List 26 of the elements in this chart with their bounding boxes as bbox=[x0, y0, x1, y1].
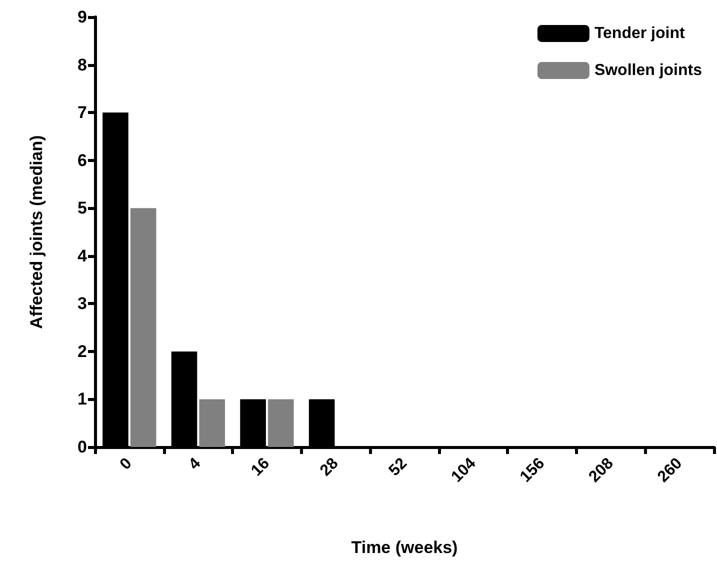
y-tick-label: 0 bbox=[78, 438, 87, 456]
bar bbox=[199, 399, 225, 447]
x-tick-label: 156 bbox=[517, 454, 548, 486]
x-tick-label: 4 bbox=[186, 454, 204, 474]
y-tick-label: 6 bbox=[78, 150, 87, 170]
x-tick-label: 28 bbox=[317, 454, 342, 480]
y-tick-label: 5 bbox=[78, 198, 87, 218]
y-tick-label: 3 bbox=[78, 294, 87, 314]
bar bbox=[268, 399, 294, 447]
x-tick-label: 0 bbox=[117, 454, 136, 474]
x-tick-label: 260 bbox=[654, 454, 686, 486]
y-tick-label: 7 bbox=[78, 103, 87, 122]
x-tick-label: 208 bbox=[586, 454, 617, 486]
x-tick-label: 16 bbox=[248, 454, 274, 480]
y-tick-label: 2 bbox=[78, 342, 87, 361]
x-axis-title: Time (weeks) bbox=[351, 538, 458, 557]
y-tick-label: 4 bbox=[78, 246, 88, 266]
x-tick-label: 104 bbox=[448, 454, 480, 486]
bar bbox=[130, 208, 156, 447]
y-tick-label: 1 bbox=[78, 390, 87, 409]
legend-label: Tender joint bbox=[594, 25, 686, 42]
y-tick-label: 8 bbox=[78, 55, 87, 74]
y-tick-label: 9 bbox=[78, 8, 87, 26]
y-axis-title: Affected joints (median) bbox=[27, 135, 46, 329]
legend-label: Swollen joints bbox=[594, 62, 702, 79]
x-tick-label: 52 bbox=[386, 454, 411, 480]
